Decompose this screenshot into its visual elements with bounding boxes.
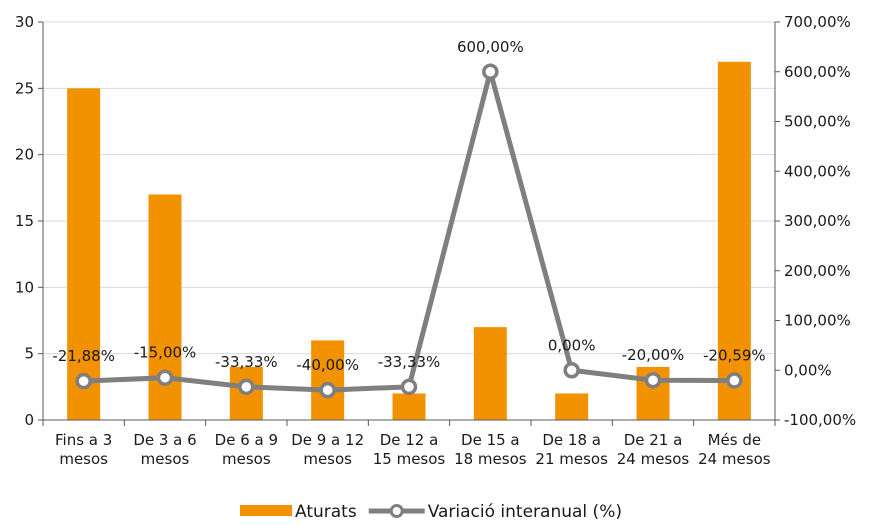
legend-label: Variació interanual (%) [428, 502, 622, 522]
bar [311, 340, 345, 420]
data-label: -33,33% [215, 353, 278, 371]
x-tick-label: De 18 a 21 mesos [535, 431, 608, 468]
x-tick-label: De 12 a 15 mesos [373, 431, 446, 468]
right-tick-label: -100,00% [784, 411, 856, 429]
bar [392, 393, 426, 420]
line-point [644, 371, 662, 389]
x-tick-label: De 15 a 18 mesos [454, 431, 527, 468]
line-point [563, 362, 580, 379]
data-label: 0,00% [548, 336, 596, 354]
x-tick-label: De 21 a 24 mesos [617, 431, 690, 468]
right-tick-label: 300,00% [784, 212, 851, 230]
data-label: -20,59% [703, 346, 766, 364]
legend: Aturats Variació interanual (%) [240, 502, 622, 522]
line-point [482, 63, 499, 80]
right-tick-label: 0,00% [784, 361, 832, 379]
bar [717, 61, 751, 421]
bar [473, 327, 507, 420]
left-tick-label: 25 [15, 79, 34, 97]
line-point [238, 378, 255, 396]
data-label: -33,33% [378, 353, 441, 371]
left-tick-label: 20 [15, 146, 34, 164]
bar-series [67, 61, 751, 421]
legend-label: Aturats [295, 502, 357, 522]
right-tick-label: 600,00% [784, 63, 851, 81]
data-label: -20,00% [622, 346, 685, 364]
legend-swatch-marker [389, 504, 404, 518]
legend-swatch-bar [240, 505, 292, 516]
line-point [319, 381, 336, 399]
x-tick-label: De 9 a 12 mesos [291, 431, 364, 468]
left-tick-label: 0 [24, 411, 34, 429]
data-labels: -21,88% -15,00% -33,33% -40,00% -33,33% 600,0… [52, 38, 765, 374]
bar [555, 393, 589, 420]
right-tick-label: 100,00% [784, 312, 851, 330]
right-tick-label: 700,00% [784, 13, 851, 31]
right-tick-label: 500,00% [784, 113, 851, 131]
x-tick-label: Més de 24 mesos [698, 431, 771, 468]
left-tick-label: 5 [24, 345, 34, 363]
x-tick-label: De 3 a 6 mesos [133, 431, 196, 468]
left-tick-label: 10 [15, 278, 34, 296]
left-tick-label: 30 [15, 13, 34, 31]
x-tick-label: Fins a 3 mesos [55, 431, 112, 468]
line-point [156, 369, 174, 386]
data-label: -15,00% [134, 344, 197, 362]
x-tick-label: De 6 a 9 mesos [215, 431, 278, 468]
data-label: 600,00% [457, 38, 524, 56]
line-point [75, 372, 92, 390]
left-tick-label: 15 [15, 212, 34, 230]
data-label: -21,88% [52, 347, 115, 365]
line-point [726, 372, 743, 389]
line-series [75, 63, 743, 399]
line-point [400, 378, 418, 396]
data-label: -40,00% [296, 356, 359, 374]
right-tick-label: 400,00% [784, 162, 851, 180]
bar [67, 88, 101, 420]
right-tick-label: 200,00% [784, 262, 851, 280]
axes: 0 5 10 15 20 25 30 -100,00% 0,00% 100,00% 200,00% 3… [15, 13, 856, 468]
bar [148, 194, 182, 420]
